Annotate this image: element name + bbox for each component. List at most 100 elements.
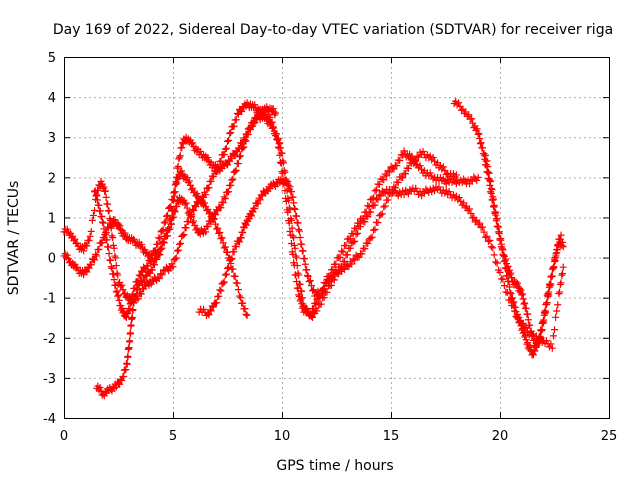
data-point bbox=[99, 219, 107, 227]
data-point bbox=[192, 203, 200, 211]
data-point bbox=[232, 166, 240, 174]
data-point bbox=[487, 243, 495, 251]
data-point bbox=[83, 242, 91, 250]
data-point bbox=[220, 278, 228, 286]
data-point bbox=[370, 226, 378, 234]
data-point bbox=[313, 307, 321, 315]
data-point bbox=[399, 174, 407, 182]
data-point bbox=[493, 215, 501, 223]
data-point bbox=[83, 268, 91, 276]
data-point bbox=[277, 144, 285, 152]
data-point bbox=[380, 203, 388, 211]
data-point bbox=[388, 189, 396, 197]
data-point bbox=[556, 288, 564, 296]
data-point bbox=[96, 207, 104, 215]
data-point bbox=[229, 265, 237, 273]
data-point bbox=[537, 326, 545, 334]
data-point bbox=[240, 143, 248, 151]
data-point bbox=[290, 204, 298, 212]
y-tick-label: -3 bbox=[43, 372, 56, 387]
data-point bbox=[120, 372, 128, 380]
data-point bbox=[98, 239, 106, 247]
data-point bbox=[452, 171, 460, 179]
data-point bbox=[396, 156, 404, 164]
data-point bbox=[95, 201, 103, 209]
data-point bbox=[544, 290, 552, 298]
data-point bbox=[178, 167, 186, 175]
data-point bbox=[503, 272, 511, 280]
data-point bbox=[558, 241, 566, 249]
data-point bbox=[475, 129, 483, 137]
data-point bbox=[156, 235, 164, 243]
data-point bbox=[244, 130, 252, 138]
data-point bbox=[154, 274, 162, 282]
data-point bbox=[152, 247, 160, 255]
data-point bbox=[189, 139, 197, 147]
data-point bbox=[468, 115, 476, 123]
data-point bbox=[481, 151, 489, 159]
data-point bbox=[550, 263, 558, 271]
y-tick-label: -1 bbox=[43, 292, 56, 307]
data-point bbox=[374, 196, 382, 204]
data-point bbox=[429, 154, 437, 162]
data-point bbox=[290, 241, 298, 249]
data-point bbox=[167, 202, 175, 210]
data-point bbox=[105, 250, 113, 258]
data-point bbox=[221, 243, 229, 251]
data-point bbox=[171, 255, 179, 263]
x-tick-label: 20 bbox=[492, 429, 509, 444]
data-point bbox=[124, 352, 132, 360]
data-point bbox=[551, 258, 558, 266]
data-point bbox=[170, 213, 178, 221]
data-point bbox=[220, 150, 228, 158]
data-point bbox=[295, 291, 303, 299]
data-point bbox=[284, 178, 292, 186]
data-point bbox=[237, 152, 245, 160]
data-point bbox=[559, 243, 567, 251]
data-point bbox=[473, 176, 481, 184]
data-point bbox=[215, 292, 223, 300]
data-point bbox=[400, 147, 408, 155]
data-point bbox=[549, 332, 557, 340]
data-point bbox=[479, 223, 487, 231]
x-axis-title: GPS time / hours bbox=[276, 458, 393, 474]
data-point bbox=[281, 168, 289, 176]
data-point bbox=[380, 176, 388, 184]
data-point bbox=[476, 140, 484, 148]
data-point bbox=[522, 304, 530, 312]
data-point bbox=[558, 271, 566, 279]
data-point bbox=[474, 173, 482, 181]
data-point bbox=[155, 275, 163, 283]
data-point bbox=[495, 229, 503, 237]
data-point bbox=[108, 264, 116, 272]
data-point bbox=[498, 244, 506, 252]
data-point bbox=[374, 219, 382, 227]
data-point bbox=[219, 239, 227, 247]
data-point bbox=[110, 276, 118, 284]
data-point bbox=[285, 196, 293, 204]
data-point bbox=[251, 205, 259, 213]
data-point bbox=[159, 238, 167, 246]
data-point bbox=[225, 263, 233, 271]
data-point bbox=[119, 286, 127, 294]
data-point bbox=[294, 219, 302, 227]
data-point bbox=[170, 207, 178, 215]
data-point bbox=[91, 256, 99, 264]
data-point bbox=[87, 227, 95, 235]
data-point bbox=[295, 271, 303, 279]
data-point bbox=[304, 307, 312, 315]
data-point bbox=[354, 229, 362, 237]
data-point bbox=[282, 176, 290, 184]
data-point bbox=[115, 291, 122, 299]
data-point bbox=[497, 243, 505, 251]
y-tick-label: 0 bbox=[48, 252, 56, 267]
data-point bbox=[201, 199, 209, 207]
data-point bbox=[86, 232, 94, 240]
data-point bbox=[367, 208, 375, 216]
data-point bbox=[412, 157, 420, 165]
data-point bbox=[537, 334, 545, 342]
data-point bbox=[157, 270, 165, 278]
data-point bbox=[511, 303, 519, 311]
data-point bbox=[96, 384, 104, 392]
data-point bbox=[508, 294, 516, 302]
